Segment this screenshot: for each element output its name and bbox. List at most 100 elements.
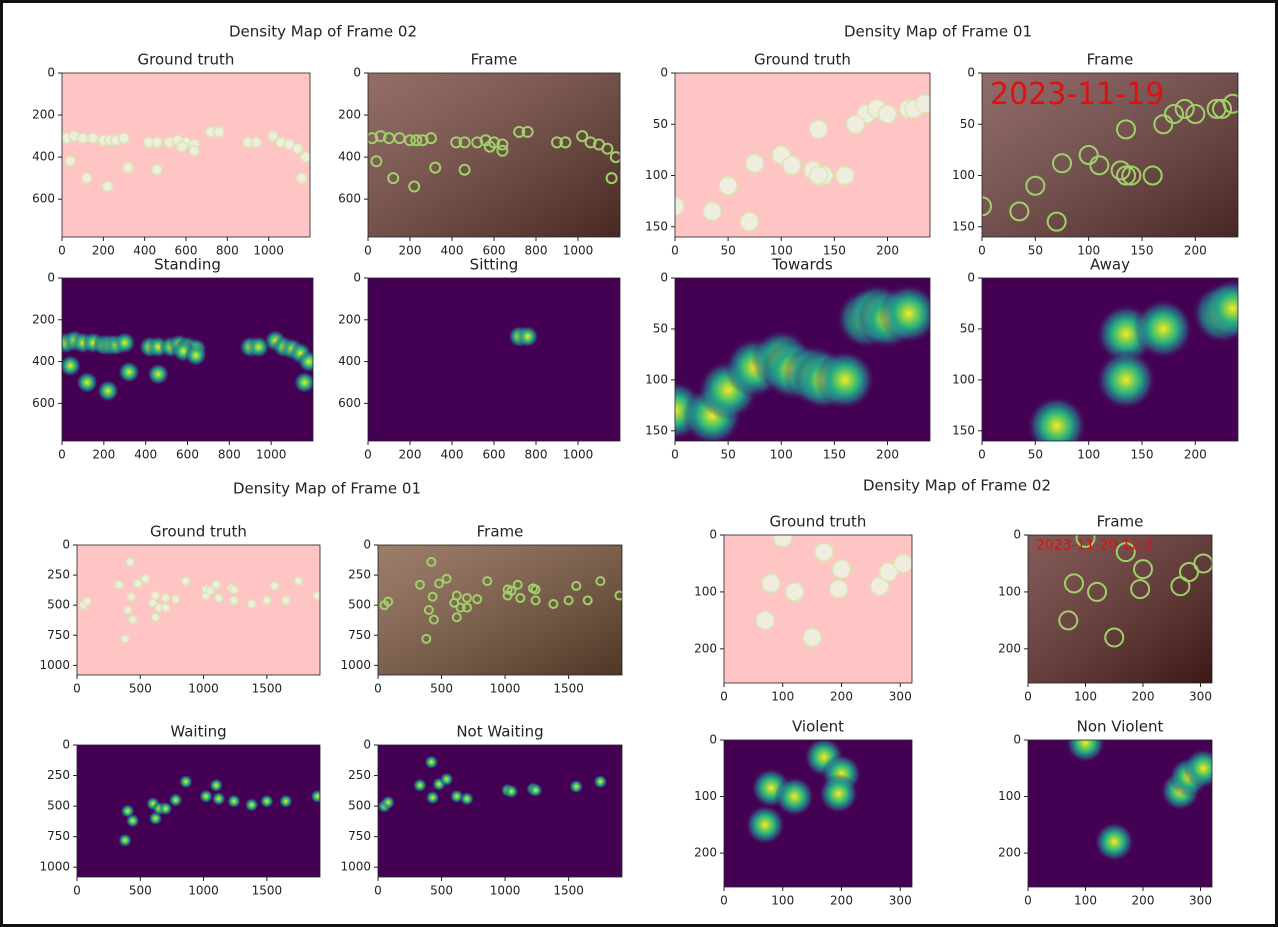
x-tick-label: 400 — [133, 244, 156, 258]
head-ring — [152, 137, 162, 147]
x-tick-label: 0 — [978, 448, 986, 462]
frame-timestamp: 2023-11-19 — [990, 77, 1164, 112]
panel — [77, 545, 321, 675]
x-tick-label: 100 — [1077, 448, 1100, 462]
x-tick-label: 1500 — [553, 884, 584, 898]
x-tick-label: 600 — [483, 448, 506, 462]
head-ring — [783, 156, 801, 174]
density-blob — [126, 814, 140, 828]
y-tick-label: 100 — [694, 584, 717, 598]
x-tick-label: 100 — [770, 448, 793, 462]
x-tick-label: 500 — [129, 884, 152, 898]
head-ring — [121, 635, 129, 643]
panel-title: Not Waiting — [456, 723, 543, 741]
density-blob — [76, 371, 98, 393]
x-tick-label: 0 — [364, 448, 372, 462]
head-ring — [119, 133, 129, 143]
head-ring — [847, 115, 865, 133]
y-tick-label: 1000 — [39, 860, 70, 874]
y-tick-label: 200 — [694, 641, 717, 655]
head-ring — [746, 154, 764, 172]
panel-title: Non Violent — [1077, 718, 1164, 736]
x-tick-label: 0 — [58, 448, 66, 462]
x-tick-label: 800 — [525, 244, 548, 258]
y-tick-label: 500 — [348, 598, 371, 612]
head-ring — [82, 173, 92, 183]
panel — [645, 278, 939, 446]
group-title: Density Map of Frame 02 — [229, 23, 417, 41]
y-tick-label: 0 — [660, 271, 668, 285]
y-tick-label: 0 — [47, 271, 55, 285]
y-tick-label: 100 — [645, 372, 668, 386]
panel: 2023-11-19 — [973, 73, 1242, 237]
x-tick-label: 200 — [92, 448, 115, 462]
y-tick-label: 750 — [47, 628, 70, 642]
head-ring — [83, 598, 91, 606]
y-tick-label: 0 — [363, 738, 371, 752]
density-blob — [147, 363, 169, 385]
photo-shading — [378, 545, 622, 675]
x-tick-label: 100 — [1074, 894, 1097, 908]
x-tick-label: 1000 — [256, 448, 287, 462]
head-ring — [762, 574, 780, 592]
y-tick-label: 150 — [645, 219, 668, 233]
head-ring — [177, 142, 187, 152]
density-blob — [593, 775, 607, 789]
head-ring — [786, 583, 804, 601]
y-tick-label: 600 — [32, 192, 55, 206]
x-tick-label: 1000 — [490, 884, 521, 898]
y-tick-label: 150 — [952, 219, 975, 233]
panel-title: Violent — [792, 718, 844, 736]
y-tick-label: 750 — [47, 829, 70, 843]
y-tick-label: 1000 — [39, 658, 70, 672]
y-tick-label: 100 — [952, 372, 975, 386]
y-tick-label: 500 — [47, 799, 70, 813]
x-tick-label: 50 — [1028, 448, 1043, 462]
panel — [378, 545, 623, 675]
y-tick-label: 400 — [338, 150, 361, 164]
density-blob — [114, 332, 136, 354]
density-blob — [1096, 350, 1156, 410]
density-blob — [381, 795, 395, 809]
panel — [61, 73, 311, 237]
panel — [77, 745, 324, 877]
y-tick-label: 0 — [660, 66, 668, 80]
x-tick-label: 1000 — [563, 244, 594, 258]
y-tick-label: 600 — [338, 396, 361, 410]
head-ring — [152, 165, 162, 175]
head-ring — [151, 613, 159, 621]
x-tick-label: 400 — [441, 244, 464, 258]
y-tick-label: 750 — [348, 628, 371, 642]
head-ring — [836, 167, 854, 185]
density-blob — [424, 755, 438, 769]
group-title: Density Map of Frame 01 — [233, 480, 421, 498]
y-tick-label: 0 — [967, 271, 975, 285]
head-ring — [293, 144, 303, 154]
panel-background — [77, 745, 320, 877]
x-tick-label: 200 — [830, 894, 853, 908]
density-blob — [199, 789, 213, 803]
y-tick-label: 100 — [998, 584, 1021, 598]
x-tick-label: 500 — [430, 884, 453, 898]
y-tick-label: 200 — [998, 846, 1021, 860]
head-ring — [123, 163, 133, 173]
y-tick-label: 750 — [348, 829, 371, 843]
x-tick-label: 200 — [399, 448, 422, 462]
panel-title: Frame — [1097, 513, 1144, 531]
x-tick-label: 50 — [720, 448, 735, 462]
head-ring — [282, 596, 290, 604]
density-blob — [245, 798, 259, 812]
density-blob — [118, 361, 140, 383]
density-blob — [279, 794, 293, 808]
panel — [666, 73, 934, 237]
head-ring — [206, 587, 214, 595]
figure: Density Map of Frame 02 Ground truth 0 200 4… — [0, 0, 1278, 927]
head-ring — [719, 177, 737, 195]
y-tick-label: 250 — [47, 768, 70, 782]
head-ring — [78, 133, 88, 143]
panel-title: Ground truth — [138, 51, 235, 69]
head-ring — [297, 173, 307, 183]
x-tick-label: 500 — [430, 682, 453, 696]
y-tick-label: 250 — [348, 768, 371, 782]
density-blob — [426, 791, 440, 805]
